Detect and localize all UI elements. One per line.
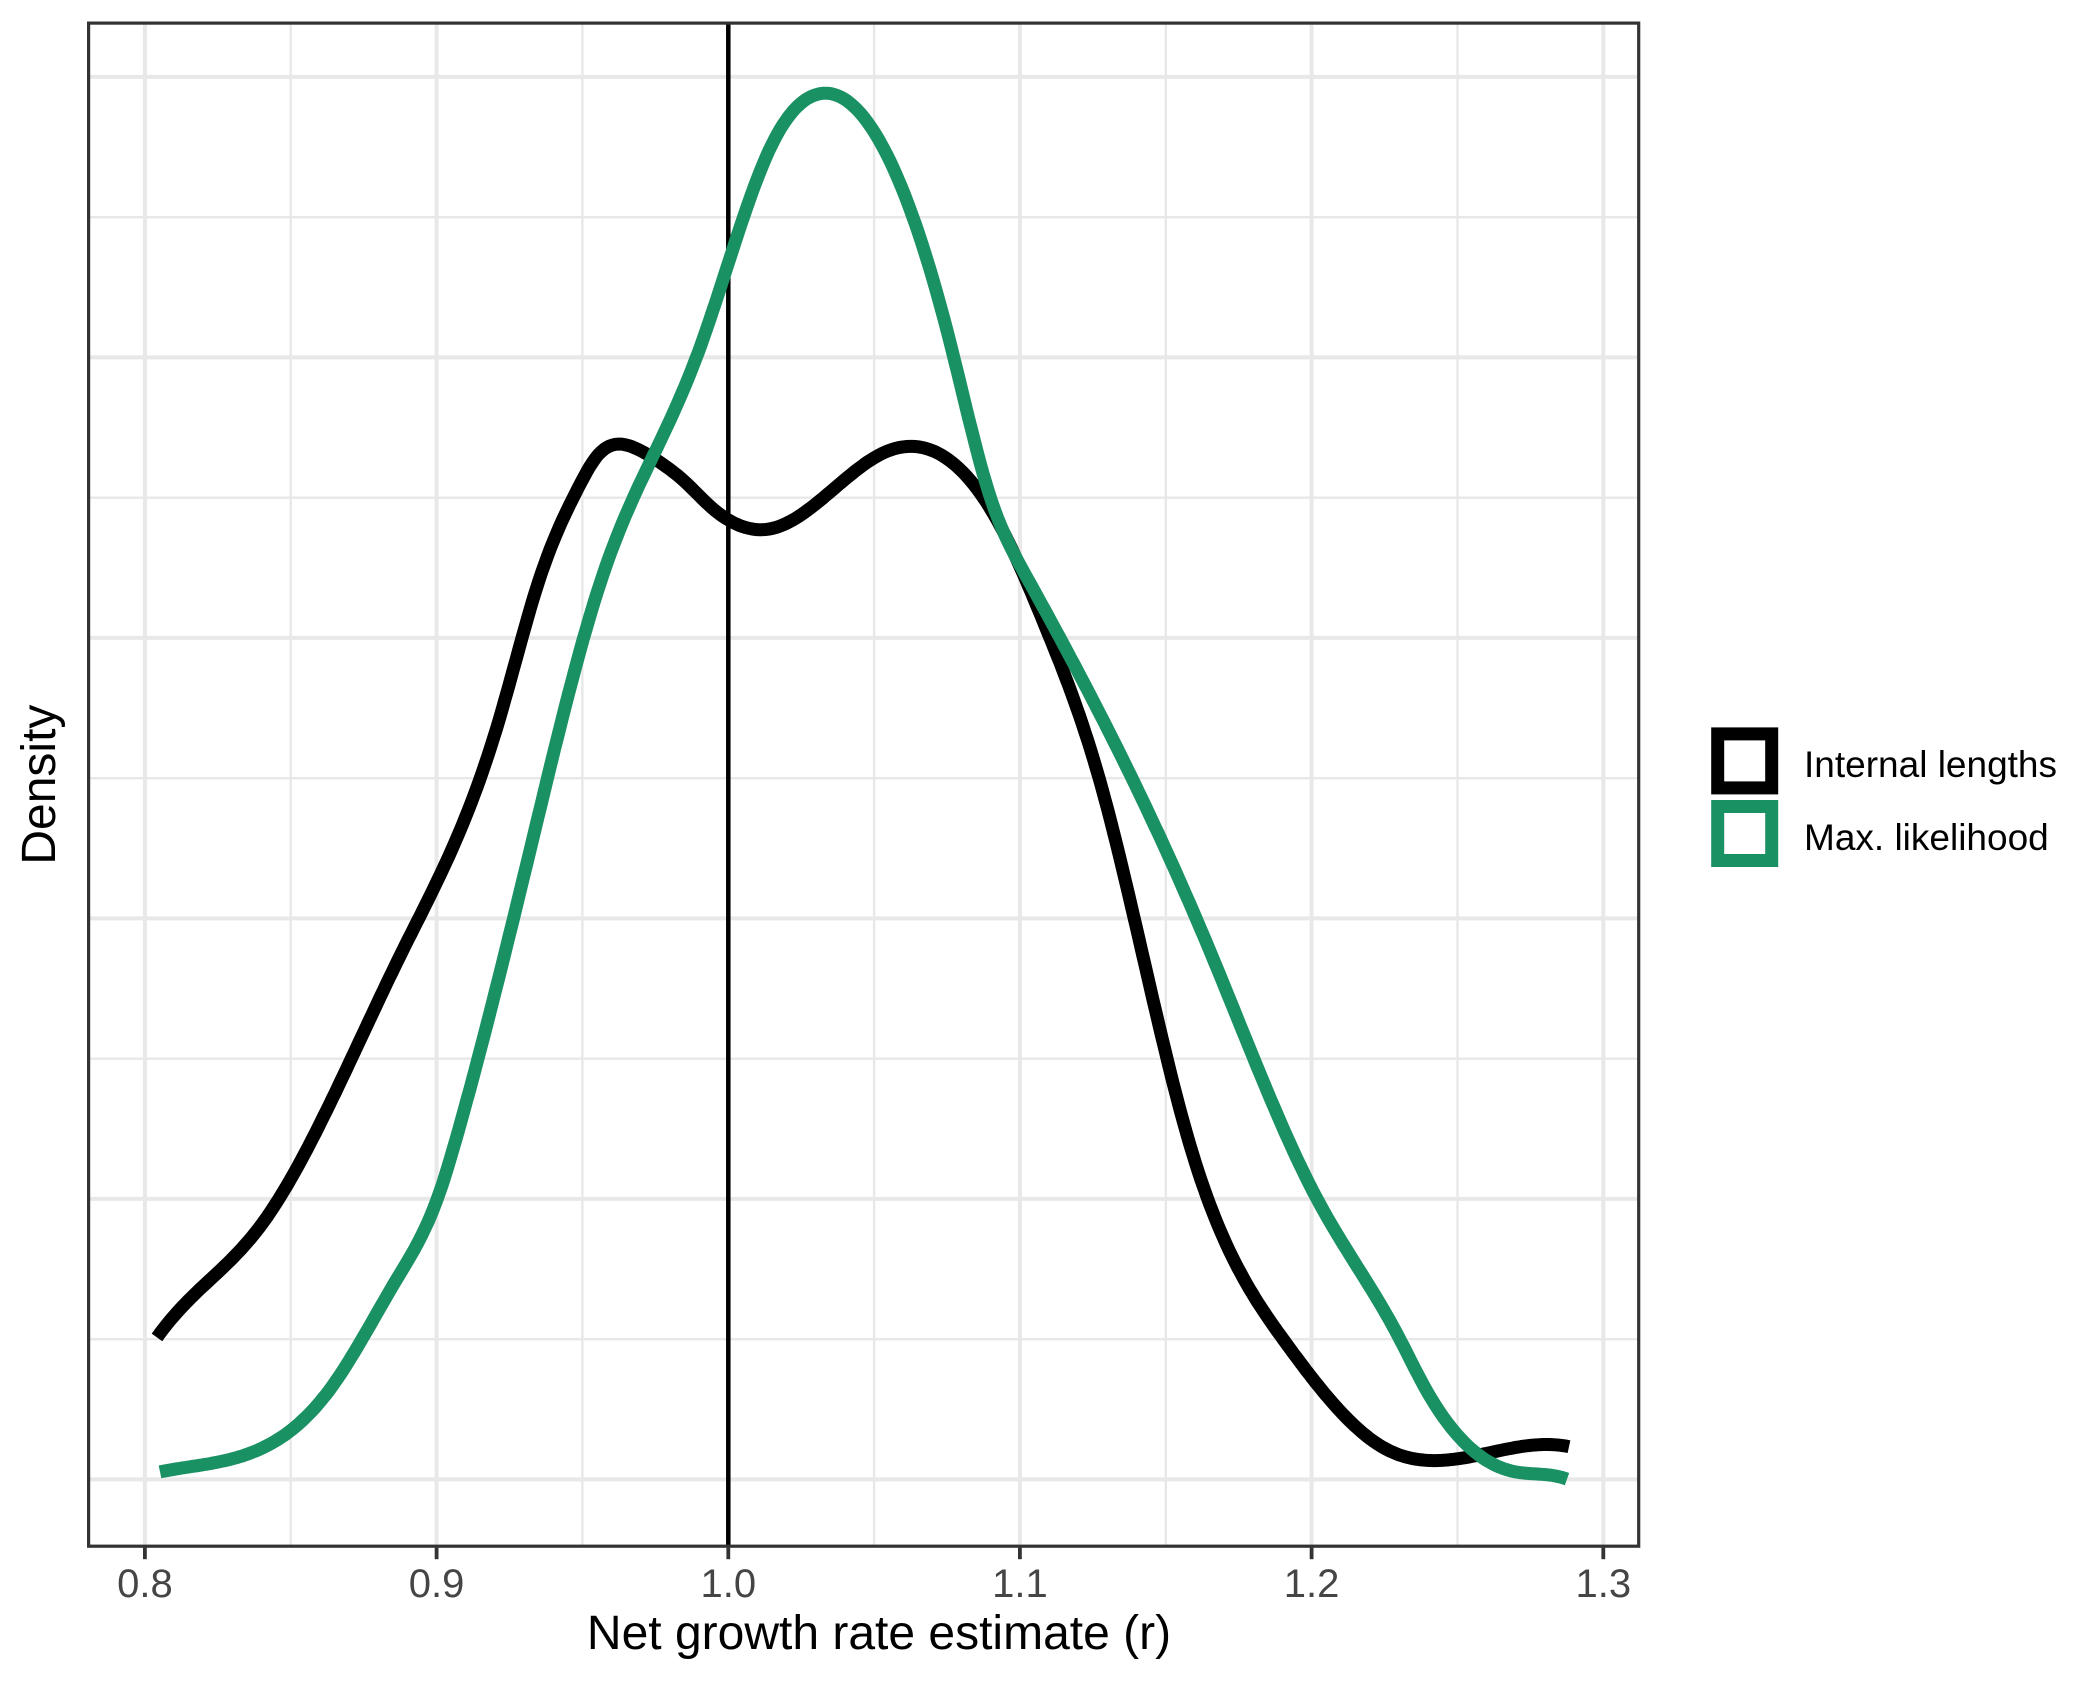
- svg-text:1.1: 1.1: [992, 1562, 1048, 1606]
- svg-text:Max. likelihood: Max. likelihood: [1804, 817, 2049, 858]
- svg-text:1.2: 1.2: [1284, 1562, 1340, 1606]
- svg-text:Density: Density: [13, 705, 66, 865]
- svg-text:0.9: 0.9: [409, 1562, 465, 1606]
- svg-text:1.3: 1.3: [1575, 1562, 1631, 1606]
- svg-text:1.0: 1.0: [700, 1562, 756, 1606]
- svg-text:Net growth rate estimate (r): Net growth rate estimate (r): [587, 1607, 1171, 1660]
- svg-text:Internal lengths: Internal lengths: [1804, 744, 2057, 785]
- svg-text:0.8: 0.8: [117, 1562, 173, 1606]
